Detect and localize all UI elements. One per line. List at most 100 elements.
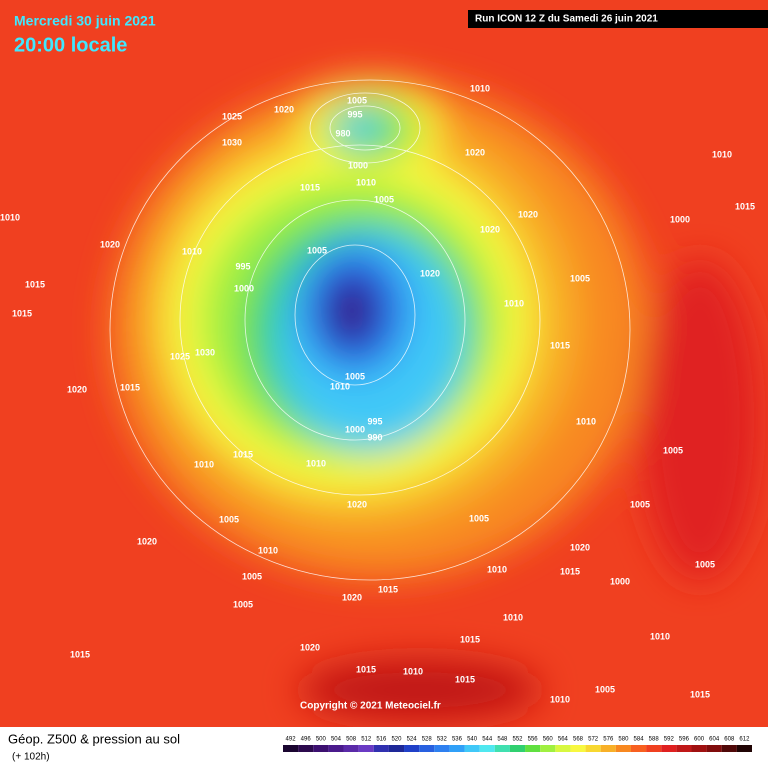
- pressure-label: 1005: [219, 514, 239, 524]
- pressure-label: 980: [335, 128, 350, 138]
- legend-swatch: [540, 745, 556, 752]
- pressure-label: 1010: [0, 212, 20, 222]
- legend-swatch: [509, 745, 526, 752]
- pressure-label: 1010: [330, 381, 350, 391]
- legend-label: 576: [603, 737, 614, 743]
- legend-swatch: [646, 745, 662, 752]
- pressure-label: 1005: [663, 445, 683, 455]
- run-box: [468, 10, 768, 28]
- legend-swatch: [373, 745, 389, 752]
- legend-label: 528: [422, 737, 433, 743]
- legend-label: 556: [528, 737, 539, 743]
- pressure-label: 1020: [100, 239, 120, 249]
- legend-swatch: [615, 745, 631, 752]
- date: Mercredi 30 juin 2021: [14, 13, 156, 29]
- legend-swatch: [404, 745, 420, 752]
- legend-swatch: [313, 745, 329, 752]
- legend-swatch: [494, 745, 510, 752]
- pressure-label: 1025: [170, 351, 190, 361]
- pressure-label: 1025: [222, 111, 242, 121]
- pressure-label: 1020: [518, 209, 538, 219]
- pressure-label: 1015: [735, 201, 755, 211]
- pressure-label: 1005: [595, 684, 615, 694]
- pressure-label: 1010: [487, 564, 507, 574]
- legend-swatch: [570, 745, 586, 752]
- legend-swatch: [721, 745, 737, 752]
- legend-label: 560: [543, 737, 554, 743]
- pressure-label: 1005: [630, 499, 650, 509]
- pressure-label: 990: [367, 432, 382, 442]
- legend-label: 552: [512, 737, 523, 743]
- legend-label: 544: [482, 737, 493, 743]
- legend-swatch: [676, 745, 692, 752]
- pressure-labels: 1005995980100010101020102510301015100510…: [0, 83, 755, 704]
- pressure-label: 995: [367, 416, 382, 426]
- pressure-label: 1015: [690, 689, 710, 699]
- pressure-label: 1020: [137, 536, 157, 546]
- pressure-label: 1010: [576, 416, 596, 426]
- run-info: Run ICON 12 Z du Samedi 26 juin 2021: [475, 14, 658, 25]
- legend-swatch: [479, 745, 495, 752]
- legend-label: 612: [739, 737, 750, 743]
- pressure-label: 1005: [347, 95, 367, 105]
- legend-label: 588: [649, 737, 660, 743]
- pressure-label: 1010: [550, 694, 570, 704]
- legend-label: 604: [709, 737, 720, 743]
- pressure-label: 1015: [120, 382, 140, 392]
- legend-label: 564: [558, 737, 569, 743]
- pressure-label: 1000: [234, 283, 254, 293]
- pressure-label: 1010: [356, 177, 376, 187]
- pressure-label: 1000: [345, 424, 365, 434]
- pressure-label: 1005: [570, 273, 590, 283]
- legend-label: 512: [361, 737, 372, 743]
- legend-swatch: [600, 745, 616, 752]
- legend-swatch: [555, 745, 571, 752]
- pressure-label: 1005: [345, 371, 365, 381]
- pressure-label: 1020: [420, 268, 440, 278]
- pressure-label: 1015: [25, 279, 45, 289]
- legend-label: 520: [391, 737, 402, 743]
- field: [0, 0, 768, 727]
- pressure-label: 1020: [570, 542, 590, 552]
- legend-label: 516: [376, 737, 387, 743]
- legend-label: 508: [346, 737, 357, 743]
- pressure-label: 1015: [378, 584, 398, 594]
- legend-label: 584: [634, 737, 645, 743]
- pressure-label: 1010: [182, 246, 202, 256]
- pressure-label: 1015: [12, 308, 32, 318]
- pressure-label: 1010: [470, 83, 490, 93]
- pressure-label: 1010: [258, 545, 278, 555]
- pressure-label: 1020: [347, 499, 367, 509]
- legend-swatch: [464, 745, 480, 752]
- pressure-label: 1005: [307, 245, 327, 255]
- legend-swatch: [328, 745, 344, 752]
- pressure-label: 1015: [233, 449, 253, 459]
- legend-label: 548: [497, 737, 508, 743]
- legend-swatch: [298, 745, 314, 752]
- pressure-label: 1015: [460, 634, 480, 644]
- legend-label: 580: [618, 737, 629, 743]
- legend-swatch: [661, 745, 677, 752]
- pressure-label: 1030: [222, 137, 242, 147]
- pressure-label: 1005: [695, 559, 715, 569]
- legend-label: 596: [679, 737, 690, 743]
- legend-label: 496: [301, 737, 312, 743]
- legend-label: 568: [573, 737, 584, 743]
- legend-label: 504: [331, 737, 342, 743]
- pressure-label: 1020: [342, 592, 362, 602]
- legend-swatch: [283, 745, 299, 752]
- pressure-label: 1020: [300, 642, 320, 652]
- pressure-label: 1010: [503, 612, 523, 622]
- legend-label: 524: [407, 737, 418, 743]
- legend-swatch: [449, 745, 465, 752]
- pressure-label: 1020: [274, 104, 294, 114]
- legend-label: 592: [664, 737, 675, 743]
- pressure-label: 1015: [70, 649, 90, 659]
- pressure-label: 1030: [195, 347, 215, 357]
- footer-lead: (+ 102h): [12, 752, 50, 763]
- copyright: Copyright © 2021 Meteociel.fr: [300, 701, 441, 712]
- pressure-label: 1005: [242, 571, 262, 581]
- pressure-label: 1000: [610, 576, 630, 586]
- pressure-label: 1020: [465, 147, 485, 157]
